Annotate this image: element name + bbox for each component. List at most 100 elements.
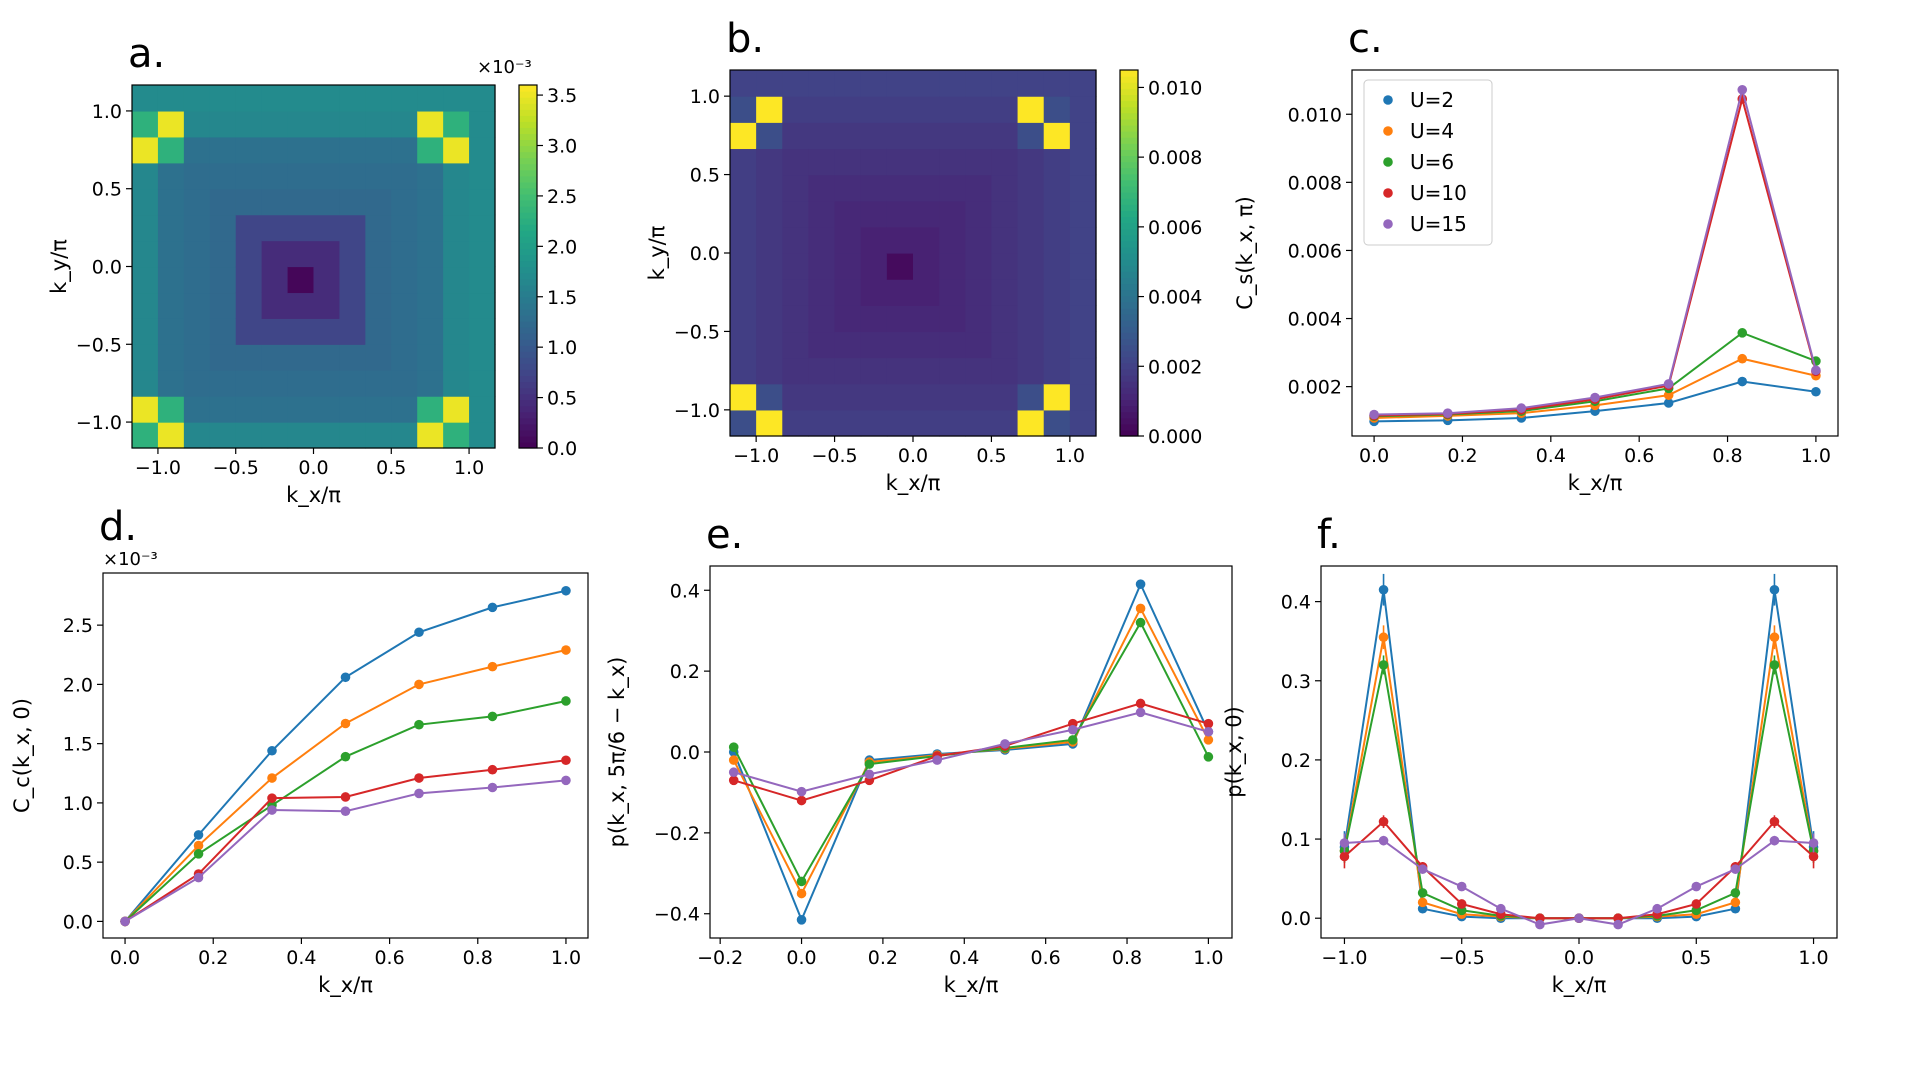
heatmap-cell [209,214,237,242]
heatmap-cell [913,174,940,202]
heatmap-cell [157,214,185,242]
data-point [1135,617,1146,628]
colorbar-segment [1120,210,1138,217]
heatmap-cell [287,85,315,112]
heatmap-cell [730,174,757,202]
heatmap-cell [469,292,496,319]
data-point [1496,903,1506,914]
heatmap-cell [261,266,289,294]
heatmap-cell [1069,305,1097,333]
heatmap-cell [391,110,418,138]
colorbar-segment [519,115,537,122]
data-point [561,775,571,786]
colorbar-segment [1120,124,1138,132]
heatmap-cell [782,122,810,150]
heatmap-cell [339,292,366,319]
colorbar-segment [519,133,537,141]
data-point [120,916,130,927]
heatmap-cell [235,85,263,112]
y-axis-label: C_c(k_x, 0) [10,698,35,813]
x-tick-label: −0.5 [1439,947,1485,969]
heatmap-cell [808,305,836,333]
x-tick-label: 0.6 [1624,445,1654,467]
data-point [1203,718,1214,729]
heatmap-cell [730,148,757,176]
colorbar-segment [519,254,537,262]
heatmap-cell [443,422,470,449]
data-point [1808,838,1819,848]
heatmap-cell [756,226,783,254]
heatmap-cell [730,409,757,437]
colorbar-segment [519,393,537,401]
x-tick-label: 0.6 [374,947,404,969]
heatmap-cell [209,162,237,190]
x-axis-label: k_x/π [944,973,999,998]
data-point [1730,864,1741,874]
data-point [340,672,351,683]
heatmap-cell [391,344,418,371]
heatmap-cell [965,96,993,123]
heatmap-cell [313,240,341,268]
x-tick-label: 0.5 [976,445,1006,467]
heatmap-cell [365,370,392,397]
heatmap-cell [261,396,289,423]
heatmap-cell [1043,331,1071,359]
heatmap-cell [235,162,263,190]
x-axis-label: k_x/π [318,973,373,998]
heatmap-cell [443,344,470,371]
x-tick-label: 0.0 [1359,445,1389,467]
panel-label: a. [128,31,165,77]
heatmap-cell [991,253,1019,280]
data-point [1769,816,1780,827]
heatmap-cell [782,70,810,97]
heatmap-cell [391,292,418,319]
heatmap-cell [443,110,470,138]
heatmap-cell [886,253,914,280]
heatmap-cell [183,318,211,345]
heatmap-cell [939,331,966,359]
y-tick-label: 0.5 [690,165,720,187]
heatmap-cell [939,357,966,385]
heatmap-cell [365,110,392,138]
colorbar-tick-label: 0.5 [547,388,577,410]
legend-marker [1383,126,1393,136]
series-line-U4 [1343,637,1815,920]
heatmap-cell [339,214,366,242]
heatmap-cell [1017,305,1045,333]
heatmap-cell [469,318,496,345]
y-tick-label: −0.4 [654,904,700,926]
heatmap-cell [991,357,1019,385]
heatmap-cell [991,226,1019,254]
colorbar-segment [1120,179,1138,187]
heatmap-cell [834,357,862,385]
heatmap-cell [209,396,237,423]
heatmap-cell [913,383,940,411]
heatmap-cell [261,162,289,190]
data-point [267,745,277,756]
heatmap-cell [287,370,315,397]
colorbar-segment [1120,185,1138,193]
heatmap-cell [730,253,757,280]
heatmap-cell [834,331,862,359]
colorbar-segment [1120,393,1138,400]
colorbar-tick-label: 0.002 [1148,356,1202,378]
data-point [1663,398,1674,408]
heatmap-cell [183,292,211,319]
y-tick-label: 0.0 [92,257,122,279]
x-tick-label: 0.2 [198,947,228,969]
data-point [1000,739,1010,749]
heatmap-cell [860,253,888,280]
colorbar-segment [519,278,537,286]
heatmap-cell [913,200,940,228]
heatmap-cell [157,422,185,449]
colorbar-segment [1120,112,1138,120]
x-tick-label: −1.0 [135,457,181,479]
x-tick-label: 0.4 [286,947,316,969]
colorbar-segment [519,272,537,280]
heatmap-cell [1043,226,1071,254]
heatmap-cell [886,200,914,228]
heatmap-cell [808,148,836,176]
heatmap-cell [965,200,993,228]
heatmap-cell [235,422,263,449]
heatmap-cell [756,70,783,97]
